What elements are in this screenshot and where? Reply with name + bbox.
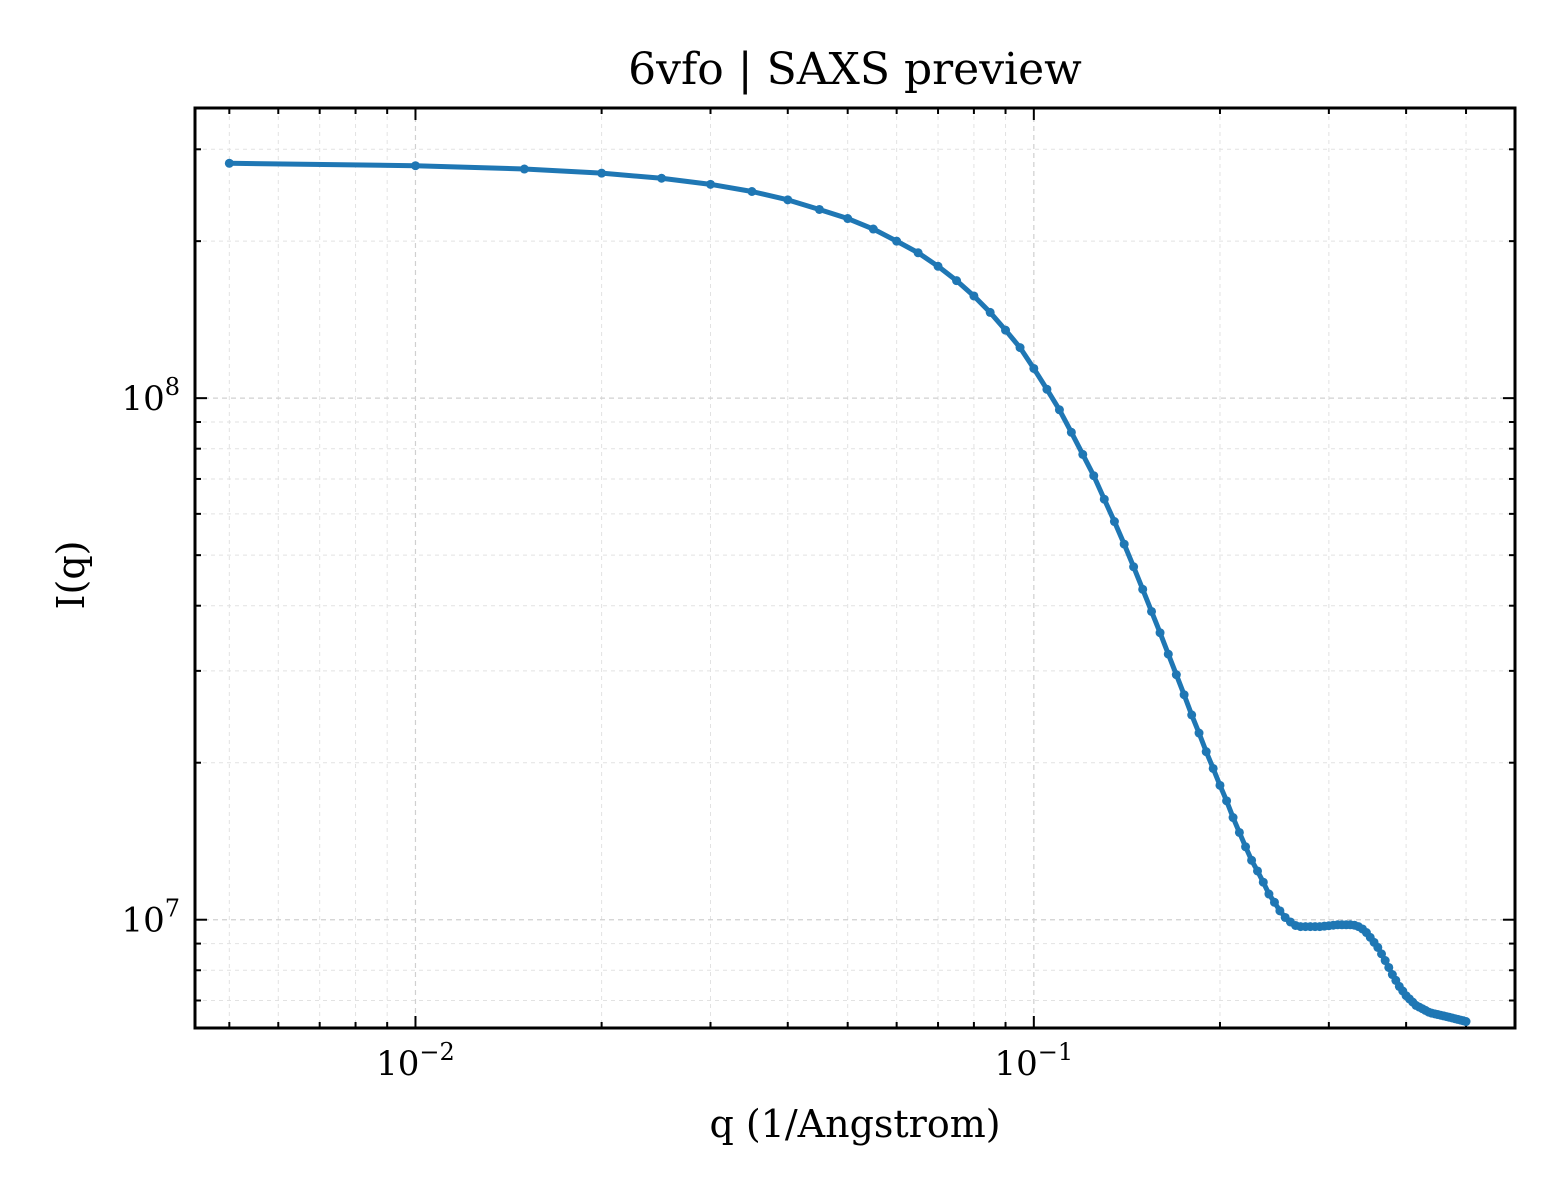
data-point <box>1066 427 1076 437</box>
data-point <box>1222 796 1232 806</box>
data-point <box>1247 855 1257 865</box>
data-point <box>1228 813 1238 823</box>
data-point <box>1015 343 1025 353</box>
data-point <box>410 161 420 171</box>
data-point <box>1234 827 1244 837</box>
data-point <box>1194 728 1204 738</box>
plot-frame <box>193 106 1517 1030</box>
data-point <box>597 168 607 178</box>
y-tick-label: 107 <box>121 895 180 941</box>
data-point <box>1275 906 1285 916</box>
data-point <box>519 164 529 174</box>
major-grid <box>195 108 1515 1028</box>
chart-title: 6vfo | SAXS preview <box>628 44 1082 95</box>
data-point <box>1384 962 1394 972</box>
data-point <box>1029 363 1039 373</box>
data-point <box>913 248 923 258</box>
data-point <box>814 204 824 214</box>
minor-grid <box>195 108 1515 1028</box>
data-point <box>1377 949 1387 959</box>
data-point <box>1054 405 1064 415</box>
data-point <box>783 195 793 205</box>
data-point <box>1155 628 1165 638</box>
data-point <box>1201 747 1211 757</box>
series-layer <box>224 158 1471 1027</box>
data-point <box>933 261 943 271</box>
data-point <box>1089 471 1099 481</box>
data-point <box>1208 763 1218 773</box>
y-tick-labels: 107 108 <box>121 373 180 941</box>
data-point <box>657 173 667 183</box>
data-point <box>747 187 757 196</box>
y-axis-label: I(q) <box>49 541 93 610</box>
data-point <box>969 291 979 301</box>
data-point <box>1258 877 1268 887</box>
data-point <box>1461 1017 1471 1027</box>
data-point <box>1147 606 1157 616</box>
data-point <box>706 179 715 189</box>
data-point <box>1099 494 1109 504</box>
data-point <box>1253 866 1262 876</box>
x-tick-labels: 10−2 10−1 <box>376 1038 1073 1084</box>
data-point <box>1264 889 1274 899</box>
data-point <box>1042 384 1052 394</box>
data-point <box>1241 842 1251 852</box>
data-point <box>1215 780 1225 790</box>
x-tick-label: 10−2 <box>376 1038 455 1084</box>
axis-ticks <box>195 108 1515 1028</box>
data-point <box>224 158 234 168</box>
y-tick-label: 108 <box>121 373 180 419</box>
data-point <box>868 224 878 234</box>
x-axis-label: q (1/Angstrom) <box>709 1102 1000 1146</box>
data-point <box>892 236 902 246</box>
data-point <box>1171 670 1181 680</box>
data-point <box>843 214 853 224</box>
x-tick-label: 10−1 <box>994 1038 1073 1084</box>
data-point <box>1179 690 1189 700</box>
data-point <box>1269 897 1279 907</box>
data-point <box>1380 956 1390 966</box>
data-point <box>1001 325 1011 335</box>
data-point <box>1138 584 1148 594</box>
data-point <box>1078 449 1088 459</box>
data-point <box>952 276 962 286</box>
data-point <box>985 307 995 317</box>
data-point <box>1187 710 1197 720</box>
data-point <box>1109 517 1119 527</box>
data-point <box>1129 562 1139 572</box>
data-point <box>1119 539 1129 549</box>
data-point <box>1163 649 1173 659</box>
